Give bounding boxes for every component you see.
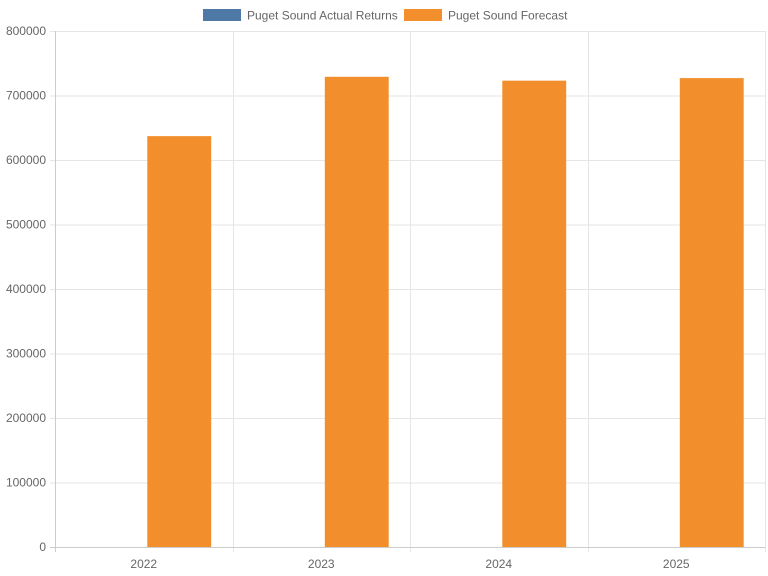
legend: Puget Sound Actual Returns Puget Sound F… xyxy=(203,9,568,23)
bar-forecast-2024[interactable] xyxy=(502,80,567,547)
y-tick-label: 300000 xyxy=(6,347,46,361)
y-tick-label: 800000 xyxy=(6,24,46,38)
legend-label-forecast: Puget Sound Forecast xyxy=(448,9,568,23)
y-tick-label: 700000 xyxy=(6,89,46,103)
bar-forecast-2022[interactable] xyxy=(147,136,212,547)
y-tick-label: 0 xyxy=(39,540,46,554)
legend-swatch-actual xyxy=(203,9,241,21)
legend-item-forecast[interactable]: Puget Sound Forecast xyxy=(404,9,568,23)
y-tick-label: 100000 xyxy=(6,476,46,490)
bars xyxy=(147,76,744,548)
axes xyxy=(50,31,765,552)
bar-forecast-2023[interactable] xyxy=(324,76,389,548)
x-tick-label: 2024 xyxy=(485,557,512,571)
x-axis-ticks: 2022 2023 2024 2025 xyxy=(130,557,690,571)
y-tick-label: 600000 xyxy=(6,153,46,167)
y-tick-label: 500000 xyxy=(6,218,46,232)
bar-forecast-2025[interactable] xyxy=(679,78,744,548)
legend-label-actual: Puget Sound Actual Returns xyxy=(247,9,398,23)
x-tick-label: 2025 xyxy=(663,557,690,571)
x-tick-label: 2022 xyxy=(130,557,157,571)
x-tick-label: 2023 xyxy=(308,557,335,571)
legend-item-actual[interactable]: Puget Sound Actual Returns xyxy=(203,9,398,23)
legend-swatch-forecast xyxy=(404,9,442,21)
y-axis-ticks: 0 100000 200000 300000 400000 500000 600000 700… xyxy=(6,24,46,554)
y-tick-label: 200000 xyxy=(6,411,46,425)
y-tick-label: 400000 xyxy=(6,282,46,296)
